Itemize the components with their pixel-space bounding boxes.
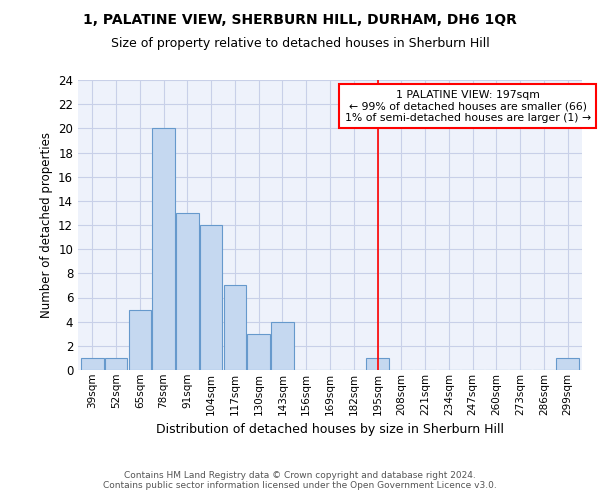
Bar [556, 358, 579, 370]
Bar [366, 358, 389, 370]
Bar [271, 322, 294, 370]
Y-axis label: Number of detached properties: Number of detached properties [40, 132, 53, 318]
X-axis label: Distribution of detached houses by size in Sherburn Hill: Distribution of detached houses by size … [156, 423, 504, 436]
Text: Contains HM Land Registry data © Crown copyright and database right 2024.
Contai: Contains HM Land Registry data © Crown c… [103, 470, 497, 490]
Bar [81, 358, 104, 370]
Text: Size of property relative to detached houses in Sherburn Hill: Size of property relative to detached ho… [110, 38, 490, 51]
Bar [152, 128, 175, 370]
Bar [105, 358, 127, 370]
Text: 1, PALATINE VIEW, SHERBURN HILL, DURHAM, DH6 1QR: 1, PALATINE VIEW, SHERBURN HILL, DURHAM,… [83, 12, 517, 26]
Text: 1 PALATINE VIEW: 197sqm
← 99% of detached houses are smaller (66)
1% of semi-det: 1 PALATINE VIEW: 197sqm ← 99% of detache… [345, 90, 591, 123]
Bar [247, 334, 270, 370]
Bar [200, 225, 223, 370]
Bar [224, 286, 246, 370]
Bar [176, 213, 199, 370]
Bar [128, 310, 151, 370]
